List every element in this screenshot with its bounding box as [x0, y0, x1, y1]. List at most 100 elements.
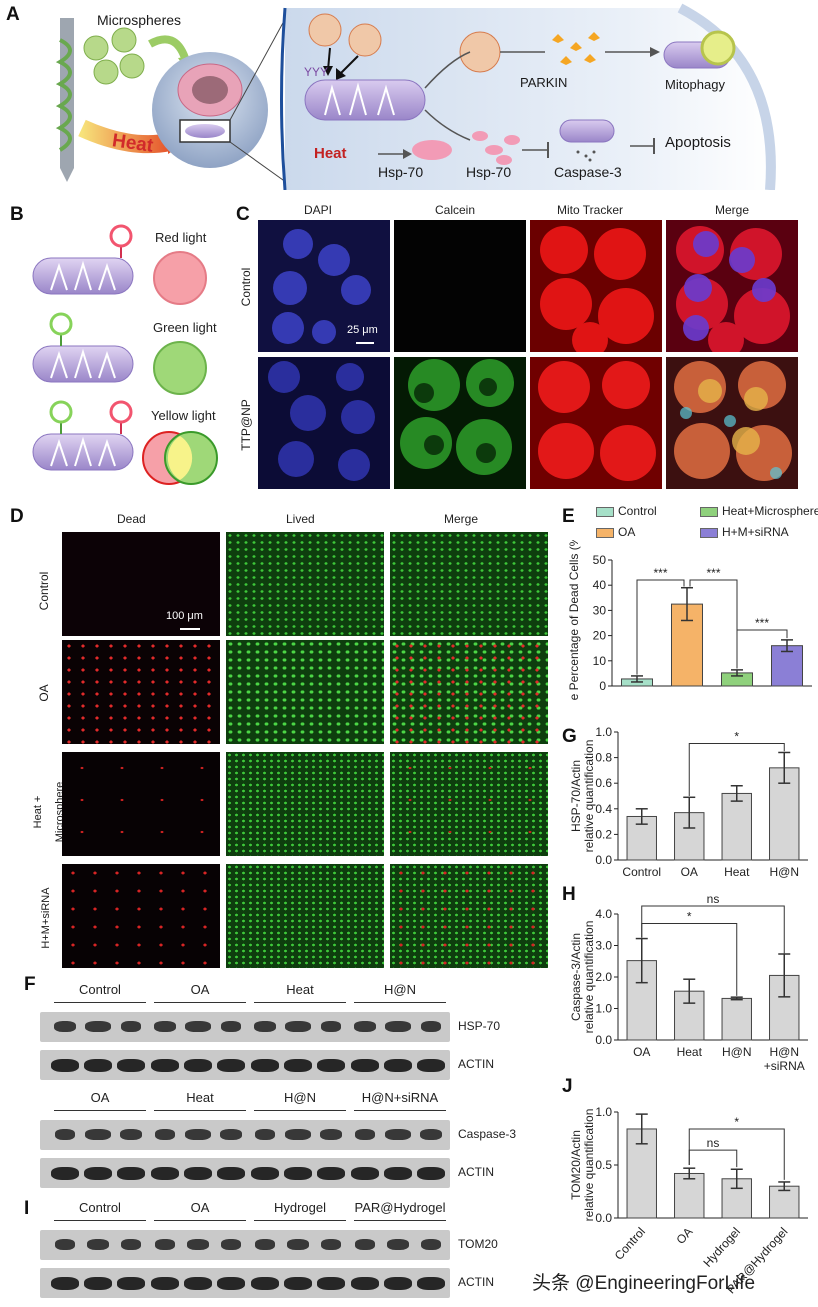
c-col-calcein: Calcein	[435, 203, 476, 217]
d-tile-lived-control	[226, 532, 384, 636]
e-legend-heat-microsphere: Heat+Microsphere	[722, 504, 818, 518]
e-ytick-label: 50	[593, 553, 607, 567]
j-bar-3	[769, 1185, 800, 1219]
label-red-light: Red light	[155, 230, 207, 245]
f-bottom-group-line-3	[354, 1110, 446, 1111]
panel-h-label: H	[562, 884, 576, 905]
e-legend-hmsirna: H+M+siRNA	[722, 525, 789, 539]
f-bottom-band-0-4	[185, 1129, 211, 1140]
g-ytick-label: 0.0	[595, 853, 612, 867]
d-row-control: Control	[37, 571, 51, 611]
d-tile-merge-hmsirna	[390, 864, 548, 968]
i-group-0: Control	[79, 1200, 121, 1215]
g-bar-chart: 0.0 0.2 0.4 0.6 0.8 1.0 HSP-70/Actin relative q…	[569, 725, 808, 879]
f-top-band-1-11	[417, 1059, 446, 1072]
h-xlabel-2: H@N	[722, 1045, 752, 1059]
red-light-circle	[153, 251, 207, 305]
i-band-1-10	[384, 1277, 412, 1290]
c-tile-calcein-ttpnp	[394, 357, 526, 489]
f-top-band-0-8	[321, 1021, 342, 1032]
g-xlabel-1: OA	[681, 865, 698, 879]
h-xlabel-0: OA	[633, 1045, 650, 1059]
e-bar-chart: 0 10 20 30 40 50 The Percentage of Dead Cells …	[567, 540, 812, 700]
label-yellow-light: Yellow light	[151, 408, 216, 423]
microspheres-icon	[83, 27, 145, 85]
h-ylabel: Caspase-3/Actin	[569, 933, 583, 1021]
i-band-0-8	[321, 1239, 342, 1250]
i-band-1-3	[150, 1277, 179, 1290]
f-top-band-1-4	[184, 1059, 212, 1072]
f-top-band-0-6	[253, 1021, 276, 1032]
j-bar-chart: 0.0 0.5 1.0 TOM20/Actin relative quantificat…	[569, 1105, 808, 1296]
f-top-band-1-8	[317, 1059, 346, 1072]
f-bottom-group-0: OA	[90, 1090, 110, 1105]
i-band-1-11	[417, 1277, 446, 1290]
h-xlabel-3: +siRNA	[764, 1059, 805, 1073]
f-top-band-0-11	[421, 1021, 442, 1032]
i-band-1-2	[117, 1277, 146, 1290]
i-band-0-6	[254, 1239, 275, 1250]
f-top-band-1-7	[284, 1059, 312, 1072]
panel-i-label: I	[24, 1198, 30, 1219]
j-xlabel-1: OA	[673, 1225, 695, 1247]
f-top-band-label-0: HSP-70	[458, 1019, 501, 1033]
g-bar-2	[721, 792, 752, 861]
i-band-0-0	[54, 1239, 75, 1250]
c-tile-merge-ttpnp	[666, 357, 798, 489]
f-top-band-0-9	[353, 1021, 376, 1032]
h-xlabel-3: H@N	[769, 1045, 799, 1059]
h-ytick-label: 1.0	[595, 1002, 612, 1016]
panel-b-label: B	[10, 204, 24, 225]
f-top-group-3: H@N	[384, 982, 416, 997]
c-col-mito: Mito Tracker	[557, 203, 624, 217]
c-row-control: Control	[239, 267, 253, 307]
h-bar-chart: 0.0 1.0 2.0 3.0 4.0 Caspase-3/Actin relative q…	[569, 892, 808, 1073]
panel-f-label: F	[24, 974, 36, 995]
c-tile-calcein-control	[394, 220, 526, 352]
d-tile-merge-control	[390, 532, 548, 636]
j-ytick-label: 1.0	[595, 1105, 612, 1119]
i-band-0-9	[354, 1239, 375, 1250]
mitophagy-icon	[663, 30, 736, 69]
j-ytick-label: 0.5	[595, 1158, 612, 1172]
f-bottom-band-0-7	[285, 1129, 311, 1140]
i-band-0-11	[421, 1239, 442, 1250]
label-microspheres: Microspheres	[97, 12, 182, 28]
f-top-band-1-5	[217, 1059, 246, 1072]
f-top-band-0-0	[53, 1021, 76, 1032]
c-scale-bar	[356, 342, 374, 344]
c-tile-dapi-ttpnp	[258, 357, 390, 489]
i-group-1: OA	[190, 1200, 210, 1215]
h-sig-oa-hnsirna-label: ns	[707, 892, 720, 906]
e-sig-control-oa-label: ***	[653, 566, 667, 580]
mitochondrion-small-icon	[559, 119, 615, 162]
f-bottom-band-1-11	[417, 1167, 446, 1180]
panel-c-label: C	[236, 204, 250, 225]
label-mitophagy: Mitophagy	[665, 77, 725, 92]
f-bottom-group-2: H@N	[284, 1090, 316, 1105]
i-band-label-1: ACTIN	[458, 1275, 494, 1289]
j-sig-oa-hydrogel-label: ns	[707, 1136, 720, 1150]
label-caspase3: Caspase-3	[554, 164, 622, 180]
g-xlabel-2: Heat	[724, 865, 750, 879]
f-top-band-label-1: ACTIN	[458, 1057, 494, 1071]
e-legend: Control Heat+Microsphere OA H+M+siRNA	[596, 504, 818, 544]
f-bottom-band-1-3	[150, 1167, 179, 1180]
hsp70-icon	[412, 131, 520, 165]
yellow-light-venn	[142, 431, 218, 485]
c-col-dapi: DAPI	[304, 203, 333, 217]
e-ytick-label: 20	[593, 629, 607, 643]
e-ytick-label: 40	[593, 578, 607, 592]
label-apoptosis: Apoptosis	[665, 134, 731, 151]
cell-icon	[152, 52, 268, 168]
d-row-heat-line1: Heat +	[32, 795, 44, 829]
g-ylabel: relative quantification	[582, 740, 596, 853]
f-top-group-line-3	[354, 1002, 446, 1003]
f-bottom-band-0-5	[220, 1129, 243, 1140]
panel-e-label: E	[562, 506, 575, 527]
j-sig-oa-hydrogel	[688, 1149, 738, 1168]
panel-d-label: D	[10, 506, 24, 527]
i-band-0-1	[87, 1239, 109, 1250]
f-bottom-band-1-8	[317, 1167, 346, 1180]
f-bottom-band-label-0: Caspase-3	[458, 1127, 517, 1141]
